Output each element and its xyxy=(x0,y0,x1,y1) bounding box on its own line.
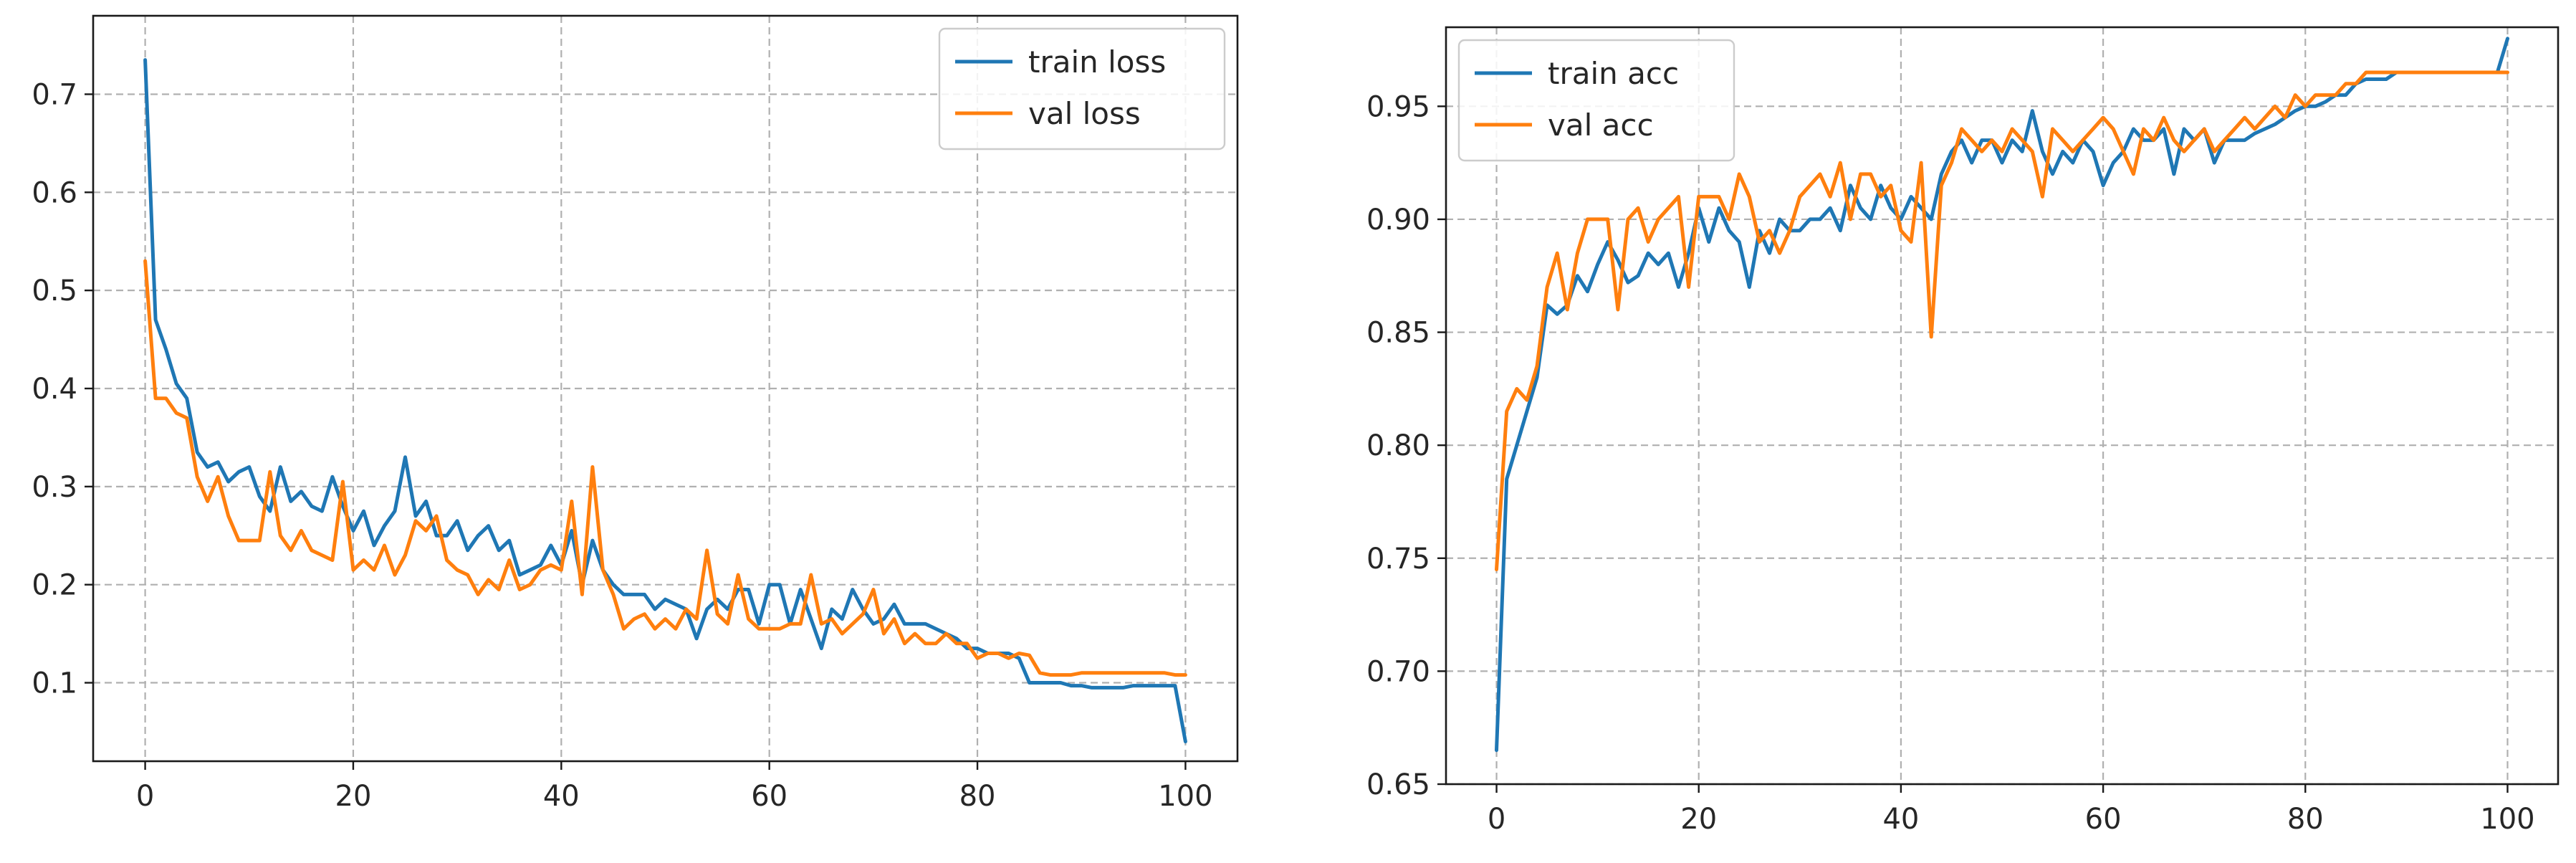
y-tick-label: 0.70 xyxy=(1366,655,1430,688)
x-tick-label: 20 xyxy=(1680,803,1717,836)
x-tick-label: 80 xyxy=(2287,803,2324,836)
series-line-val-acc xyxy=(1495,70,2509,571)
y-tick-label: 0.1 xyxy=(32,667,77,700)
y-tick-label: 0.75 xyxy=(1366,543,1430,576)
x-tick-label: 0 xyxy=(136,780,154,813)
axes-frame xyxy=(1445,26,2560,786)
y-tick-label: 0.65 xyxy=(1366,768,1430,801)
x-tick-label: 40 xyxy=(1882,803,1919,836)
legend-label: train loss xyxy=(1028,44,1166,80)
legend-label: val acc xyxy=(1548,108,1654,143)
x-tick-label: 100 xyxy=(2480,803,2534,836)
chart-loss: 0 20 40 60 80 100 0.1 0.2 0.3 0.4 0.5 0.6 0.7 train l… xyxy=(32,14,1239,813)
y-tick-label: 0.95 xyxy=(1366,90,1430,123)
legend-label: train acc xyxy=(1548,56,1679,91)
legend-label: val loss xyxy=(1028,96,1141,131)
y-tick-label: 0.90 xyxy=(1366,204,1430,237)
chart-accuracy: 0 20 40 60 80 100 0.65 0.70 0.75 0.80 0.85 0.90 0.95… xyxy=(1366,26,2560,836)
x-tick-label: 0 xyxy=(1488,803,1505,836)
y-tick-label: 0.80 xyxy=(1366,429,1430,462)
y-tick-label: 0.3 xyxy=(32,471,77,504)
series-line-train-loss xyxy=(143,58,1187,744)
x-tick-label: 40 xyxy=(543,780,580,813)
x-tick-label: 20 xyxy=(335,780,372,813)
y-tick-label: 0.5 xyxy=(32,275,77,307)
x-tick-label: 60 xyxy=(751,780,787,813)
x-tick-label: 100 xyxy=(1158,780,1212,813)
series-line-train-acc xyxy=(1495,37,2509,753)
y-tick-label: 0.6 xyxy=(32,176,77,209)
y-tick-label: 0.7 xyxy=(32,78,77,111)
series-line-val-loss xyxy=(143,259,1187,677)
legend-box xyxy=(938,27,1226,151)
y-tick-label: 0.2 xyxy=(32,569,77,602)
x-tick-label: 80 xyxy=(959,780,996,813)
x-tick-label: 60 xyxy=(2085,803,2122,836)
legend-box xyxy=(1457,39,1735,162)
y-tick-label: 0.85 xyxy=(1366,317,1430,350)
y-tick-label: 0.4 xyxy=(32,373,77,406)
